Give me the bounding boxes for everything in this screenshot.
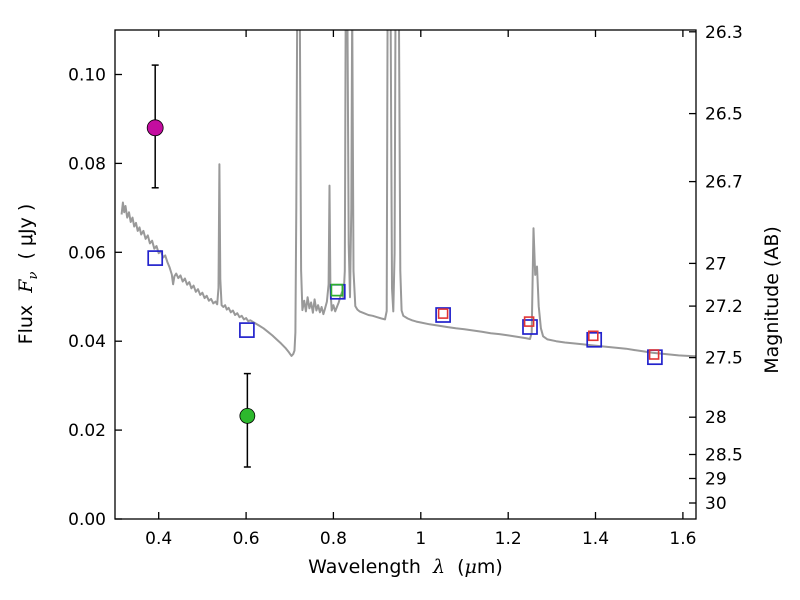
y-tick-label-right: 27 xyxy=(705,254,727,274)
y-tick-label-right: 26.3 xyxy=(705,23,743,43)
x-tick-label: 1 xyxy=(415,529,426,549)
detection-point xyxy=(146,119,164,137)
observed-photometry-marker xyxy=(239,322,255,338)
y-tick-label-right: 26.7 xyxy=(705,173,743,193)
x-tick-label: 0.8 xyxy=(320,529,347,549)
y-tick-label-right: 29 xyxy=(705,469,727,489)
y-tick-label-right: 28.5 xyxy=(705,445,743,465)
plot-background xyxy=(115,30,696,519)
y-tick-label-left: 0.08 xyxy=(68,154,106,174)
y-tick-label-left: 0.10 xyxy=(68,65,106,85)
model-photometry-marker-green xyxy=(330,283,344,297)
y-tick-label-right: 27.5 xyxy=(705,349,743,369)
model-photometry-marker xyxy=(648,349,660,360)
mu-symbol: μ xyxy=(464,556,477,578)
observed-photometry-marker xyxy=(586,331,603,348)
y-axis-label-word: Flux xyxy=(15,304,38,345)
y-tick-label-left: 0.02 xyxy=(68,421,106,441)
flux-symbol: F xyxy=(15,279,38,293)
x-axis-unit-close: m) xyxy=(476,556,503,578)
observed-photometry-marker xyxy=(522,319,538,335)
y-axis-unit: ( μJy ) xyxy=(15,203,38,260)
nu-subscript: ν xyxy=(25,271,41,280)
x-tick-label: 0.6 xyxy=(233,529,260,549)
model-photometry-marker xyxy=(437,308,449,319)
model-spectrum-line xyxy=(120,30,696,358)
lambda-symbol: λ xyxy=(432,556,446,578)
model-photometry-marker xyxy=(523,316,535,327)
model-photometry-marker xyxy=(587,330,599,342)
observed-photometry-marker xyxy=(147,250,164,266)
y-tick-label-left: 0.06 xyxy=(68,243,106,263)
x-axis-label-word: Wavelength xyxy=(308,556,421,578)
y-tick-label-left: 0.00 xyxy=(68,510,106,530)
y-tick-label-left: 0.04 xyxy=(68,332,106,352)
y-axis-label-right: Magnitude (AB) xyxy=(761,226,783,374)
observed-photometry-marker xyxy=(435,307,451,323)
y-tick-label-right: 30 xyxy=(705,494,727,514)
y-tick-label-right: 28 xyxy=(705,408,727,428)
detection-point xyxy=(239,407,256,424)
x-tick-label: 1.4 xyxy=(582,529,609,549)
x-tick-label: 1.6 xyxy=(669,529,696,549)
y-tick-label-right: 26.5 xyxy=(705,105,743,125)
x-tick-label: 1.2 xyxy=(495,529,522,549)
axes-border xyxy=(114,29,697,520)
x-axis-label: Wavelength λ (μm) xyxy=(115,556,696,578)
x-axis-unit-open: ( xyxy=(457,556,465,578)
x-tick-label: 0.4 xyxy=(145,529,172,549)
y-axis-label-left: Flux Fν ( μJy ) xyxy=(15,204,41,345)
y-tick-label-right: 27.2 xyxy=(705,297,743,317)
